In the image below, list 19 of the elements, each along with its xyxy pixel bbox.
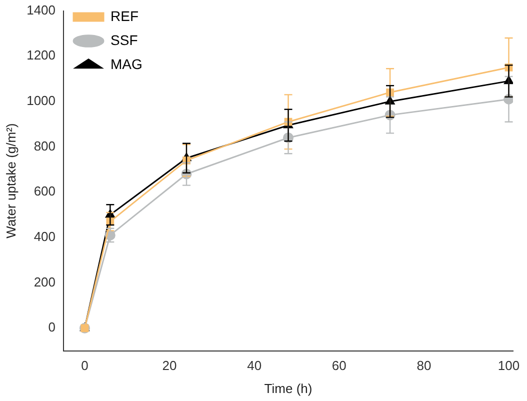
y-tick-label: 1000 [26,93,56,108]
y-tick-label: 200 [34,274,56,290]
x-tick-label: 0 [81,358,88,374]
y-tick-label: 1400 [26,2,56,18]
x-tick-label: 100 [498,358,520,374]
x-tick-label: 80 [416,358,432,374]
y-tick-label: 1200 [26,48,56,63]
legend-label: SSF [110,32,138,48]
y-tick-label: 600 [34,184,56,199]
y-tick-label: 400 [34,229,56,244]
y-tick-label: 0 [48,320,56,335]
legend-label: MAG [110,56,142,72]
x-axis-title: Time (h) [264,380,312,396]
x-tick-label: 60 [332,358,346,374]
y-tick-label: 800 [34,138,56,154]
x-tick-label: 20 [162,358,177,374]
y-axis-title: Water uptake (g/m²) [3,123,18,238]
legend-label: REF [110,8,139,24]
x-tick-label: 40 [247,358,262,374]
